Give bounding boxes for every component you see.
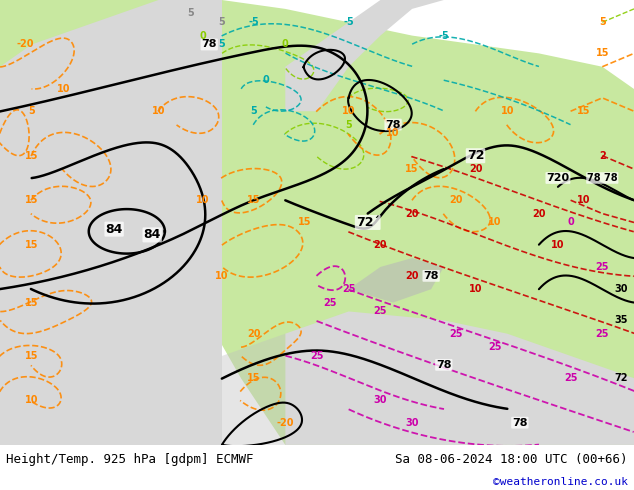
Text: 10: 10 [152, 106, 165, 116]
Polygon shape [285, 0, 444, 111]
Text: 10: 10 [488, 218, 501, 227]
Text: 20: 20 [373, 240, 387, 250]
Text: 10: 10 [500, 106, 514, 116]
Text: 78: 78 [385, 120, 401, 129]
Text: 10: 10 [342, 106, 356, 116]
Text: 10: 10 [215, 271, 229, 281]
Polygon shape [0, 0, 158, 67]
Text: 15: 15 [25, 151, 39, 161]
Text: -20: -20 [276, 417, 294, 428]
Text: 30: 30 [373, 395, 387, 405]
Text: 720: 720 [547, 173, 569, 183]
Text: 78: 78 [436, 360, 451, 370]
Text: 0: 0 [200, 30, 206, 41]
Text: -5: -5 [344, 17, 354, 27]
Text: 78: 78 [202, 40, 217, 49]
Text: 0: 0 [567, 218, 574, 227]
Text: 10: 10 [551, 240, 565, 250]
Text: 5: 5 [187, 8, 193, 18]
Text: 25: 25 [450, 329, 463, 339]
Text: 5: 5 [250, 106, 257, 116]
Text: 15: 15 [25, 351, 39, 361]
Text: 10: 10 [56, 84, 70, 94]
Text: -20: -20 [16, 40, 34, 49]
Text: 15: 15 [25, 240, 39, 250]
Text: -5: -5 [439, 30, 449, 41]
Text: 10: 10 [469, 284, 482, 294]
Text: 15: 15 [297, 218, 311, 227]
Text: 25: 25 [595, 329, 609, 339]
Text: 15: 15 [247, 195, 261, 205]
Text: ©weatheronline.co.uk: ©weatheronline.co.uk [493, 477, 628, 487]
Text: 25: 25 [595, 262, 609, 272]
Polygon shape [222, 334, 285, 445]
Text: 10: 10 [386, 128, 400, 139]
Text: 20: 20 [469, 164, 482, 174]
Polygon shape [349, 258, 444, 302]
Text: 78: 78 [424, 271, 439, 281]
FancyBboxPatch shape [0, 0, 222, 445]
Text: 10: 10 [576, 195, 590, 205]
Text: 25: 25 [488, 342, 501, 352]
Text: 84: 84 [143, 228, 161, 242]
Text: 78 78: 78 78 [587, 173, 618, 183]
Text: 5: 5 [346, 120, 352, 129]
Text: 5: 5 [599, 17, 605, 27]
Text: 25: 25 [323, 297, 337, 308]
Text: 15: 15 [25, 195, 39, 205]
Polygon shape [285, 312, 634, 445]
Polygon shape [0, 0, 190, 67]
Polygon shape [0, 0, 190, 445]
Text: 35: 35 [614, 316, 628, 325]
Text: 25: 25 [310, 351, 324, 361]
Text: 30: 30 [405, 417, 419, 428]
Text: 10: 10 [25, 395, 39, 405]
Text: 15: 15 [595, 49, 609, 58]
Polygon shape [190, 0, 634, 445]
Text: 2: 2 [599, 151, 605, 161]
Text: 0: 0 [282, 40, 288, 49]
Text: 20: 20 [532, 209, 546, 219]
Text: 5: 5 [219, 40, 225, 49]
Text: 72: 72 [467, 149, 484, 162]
Text: 30: 30 [614, 284, 628, 294]
Text: 20: 20 [450, 195, 463, 205]
Text: 15: 15 [247, 373, 261, 383]
Text: Height/Temp. 925 hPa [gdpm] ECMWF: Height/Temp. 925 hPa [gdpm] ECMWF [6, 453, 254, 466]
Text: 10: 10 [196, 195, 210, 205]
Text: 25: 25 [564, 373, 578, 383]
Text: 20: 20 [405, 271, 419, 281]
Text: 25: 25 [342, 284, 356, 294]
Text: 72´: 72´ [356, 216, 380, 229]
Text: -5: -5 [249, 17, 259, 27]
Text: 15: 15 [25, 297, 39, 308]
Text: 72: 72 [614, 373, 628, 383]
Text: 5: 5 [219, 17, 225, 27]
Text: 0: 0 [263, 75, 269, 85]
Text: Sa 08-06-2024 18:00 UTC (00+66): Sa 08-06-2024 18:00 UTC (00+66) [395, 453, 628, 466]
Text: 25: 25 [373, 306, 387, 317]
Text: 84: 84 [105, 222, 123, 236]
Text: 5: 5 [29, 106, 35, 116]
Text: 15: 15 [576, 106, 590, 116]
Text: 15: 15 [405, 164, 419, 174]
Text: 20: 20 [247, 329, 261, 339]
Text: 78: 78 [512, 417, 527, 428]
Text: 20: 20 [405, 209, 419, 219]
